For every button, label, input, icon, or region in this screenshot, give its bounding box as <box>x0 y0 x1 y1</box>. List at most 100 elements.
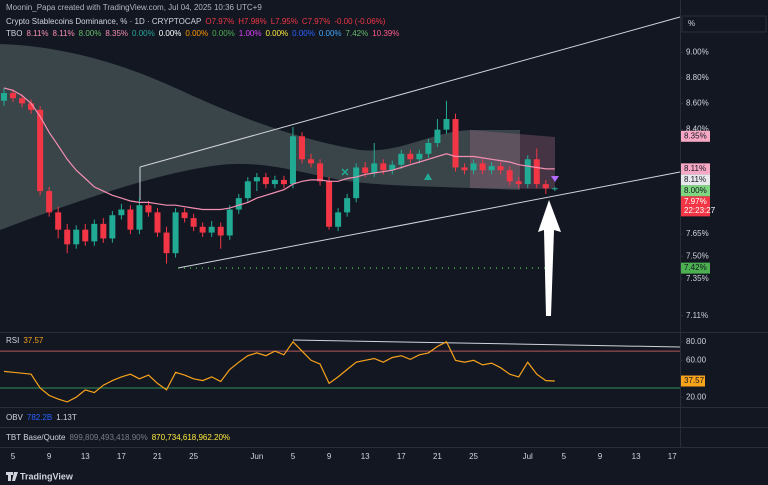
candle-body <box>353 167 360 199</box>
candle-body <box>407 153 414 160</box>
candle-body <box>533 159 540 185</box>
x-tick-label: 9 <box>327 452 332 461</box>
x-tick-label: 17 <box>117 452 126 461</box>
candle-body <box>55 212 62 230</box>
indicator-name: TBO <box>6 29 23 38</box>
price-label: 8.11% <box>684 175 706 184</box>
tbt-value: 870,734,618,962.20% <box>151 433 231 442</box>
candle-body <box>506 170 513 182</box>
candle-body <box>434 129 441 143</box>
y-tick-label: 60.00 <box>686 355 707 364</box>
indicator-value: 7.42% <box>345 29 369 38</box>
candle-body <box>28 103 35 110</box>
candle-body <box>190 218 197 227</box>
tbt-legend: TBT Base/Quote 899,809,493,418.90% 870,734… <box>6 433 234 442</box>
line-series <box>3 87 555 211</box>
indicator-value: 1.00% <box>238 29 262 38</box>
price-label: 8.11% <box>684 164 706 173</box>
symbol-line: Crypto Stablecoins Dominance, % · 1D · C… <box>6 17 389 26</box>
x-tick-label: 17 <box>397 452 406 461</box>
candle-body <box>461 167 468 171</box>
candle-body <box>479 163 486 171</box>
x-tick-label: 13 <box>361 452 370 461</box>
channel-line <box>177 171 681 269</box>
x-tick-label: 5 <box>562 452 567 461</box>
annotation-arrow <box>538 200 561 316</box>
candle-body <box>253 177 260 182</box>
candle-body <box>335 212 342 227</box>
rsi-title: RSI <box>6 336 20 345</box>
obv-title: OBV <box>6 413 23 422</box>
rsi-value-bg <box>681 375 705 387</box>
ohlc-value: L7.95% <box>270 17 298 26</box>
candle-body <box>551 188 558 190</box>
candle-body <box>298 136 305 160</box>
x-tick-label: 5 <box>11 452 16 461</box>
price-label-bg <box>681 196 710 217</box>
indicator-value: 8.11% <box>26 29 49 38</box>
candle-body <box>244 181 251 199</box>
x-tick-label: Jul <box>523 452 533 461</box>
candle-body <box>371 163 378 173</box>
indicator-value: 0.00% <box>292 29 315 38</box>
tbt-value: 899,809,493,418.90% <box>69 433 148 442</box>
candle-body <box>217 226 224 236</box>
line-series <box>3 340 555 403</box>
candle-body <box>64 229 71 245</box>
x-tick-label: 25 <box>189 452 198 461</box>
price-label-bg <box>681 174 710 186</box>
x-tick-label: Jun <box>250 452 263 461</box>
candle-body <box>82 229 89 242</box>
candle-body <box>154 212 161 233</box>
y-tick-label: 8.40% <box>686 125 709 134</box>
candle-body <box>181 212 188 219</box>
candle-body <box>199 226 206 233</box>
price-label-bg <box>681 185 710 197</box>
indicator-value: 0.00% <box>132 29 155 38</box>
candle-body <box>425 142 432 154</box>
indicator-value: 0.00% <box>158 29 182 38</box>
brand-logo <box>6 472 18 481</box>
candle-body <box>172 212 179 254</box>
price-axis-bg <box>680 0 768 485</box>
y-tick-label: 9.00% <box>686 48 709 57</box>
candle-body <box>524 159 531 185</box>
candle-body <box>380 163 387 171</box>
y-tick-label: 7.11% <box>686 311 708 320</box>
signal-marker <box>424 173 432 180</box>
candle-body <box>308 159 315 164</box>
candle-body <box>262 177 269 185</box>
y-tick-label: 7.35% <box>686 274 709 283</box>
rsi-trend-line <box>292 339 681 348</box>
author-line: Moonin_Papa created with TradingView.com… <box>6 3 266 12</box>
candle-body <box>389 164 396 171</box>
candle-body <box>443 119 450 130</box>
candle-body <box>37 109 44 192</box>
y-tick-label: 80.00 <box>686 337 707 346</box>
indicator-value: 0.00% <box>318 29 342 38</box>
candle-body <box>10 93 17 99</box>
signal-marker <box>341 168 349 176</box>
candle-body <box>271 179 278 185</box>
symbol: Crypto Stablecoins Dominance, % · 1D · C… <box>6 17 202 26</box>
indicator-value: 8.11% <box>52 29 75 38</box>
scale-button[interactable] <box>681 15 767 33</box>
x-tick-label: 9 <box>598 452 603 461</box>
scale-button-label[interactable]: % <box>688 19 695 28</box>
indicator-value: 8.35% <box>105 29 129 38</box>
candle-body <box>46 191 53 213</box>
candle-body <box>280 179 287 185</box>
candle-body <box>362 167 369 173</box>
indicator-line: TBO 8.11% 8.11% 8.00% 8.35% 0.00% 0.00% 0.00% 0.… <box>6 29 403 38</box>
candle-body <box>145 205 152 213</box>
candle-body <box>515 181 522 185</box>
rsi-value: 37.57 <box>23 336 44 345</box>
rsi-value-label: 37.57 <box>684 376 705 385</box>
y-tick-label: 8.80% <box>686 73 709 82</box>
candle-body <box>344 198 351 213</box>
x-tick-label: 21 <box>433 452 442 461</box>
author: Moonin_Papa created with TradingView.com… <box>6 3 262 12</box>
candle-body <box>497 166 504 171</box>
tbt-title: TBT Base/Quote <box>6 433 66 442</box>
